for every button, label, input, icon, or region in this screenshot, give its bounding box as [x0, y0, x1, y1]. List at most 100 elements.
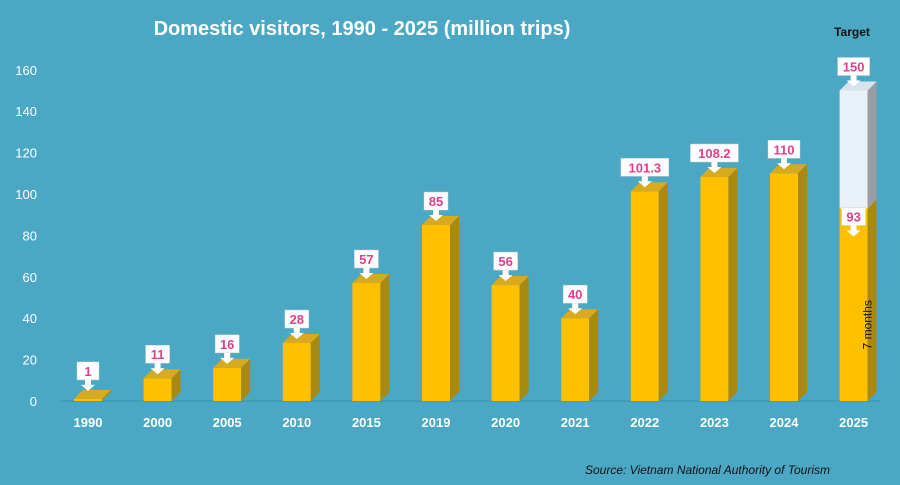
- bar-2022-top: [630, 182, 668, 192]
- x-tick-label: 2022: [630, 415, 659, 430]
- data-label: 93: [841, 207, 866, 237]
- data-label-text: 110: [774, 142, 795, 157]
- bar-2015-top: [352, 274, 390, 284]
- data-label-arrow: [220, 352, 235, 364]
- x-tick-label: 2025: [839, 415, 868, 430]
- data-label-text: 101.3: [629, 160, 662, 175]
- data-label-arrow: [637, 176, 652, 188]
- chart-title: Domestic visitors, 1990 - 2025 (million …: [154, 18, 571, 40]
- x-tick-label: 2005: [213, 415, 242, 430]
- bar-2022-side: [658, 182, 668, 401]
- data-label: 1: [76, 361, 100, 391]
- bar-2010: [282, 334, 320, 401]
- bar-2024-top: [770, 164, 807, 174]
- y-tick-label: 0: [30, 394, 37, 409]
- bar-2010-front: [282, 343, 311, 401]
- source-note: Source: Vietnam National Authority of To…: [585, 463, 830, 477]
- bar-2022: [630, 182, 668, 401]
- bar-2015: [352, 274, 390, 401]
- y-tick-label: 100: [15, 187, 37, 202]
- target-bar-front: [839, 90, 868, 209]
- bar-2021: [561, 309, 599, 401]
- data-label-arrow: [707, 162, 722, 174]
- data-label-arrow: [568, 303, 583, 315]
- target-bar-top: [839, 81, 877, 91]
- data-label: 16: [214, 334, 240, 364]
- bar-2010-top: [282, 334, 320, 344]
- y-tick-label: 120: [15, 146, 37, 161]
- bar-2023-front: [700, 177, 729, 401]
- bar-2005: [213, 358, 251, 401]
- data-label-arrow: [846, 225, 861, 237]
- bar-2019-top: [422, 216, 459, 226]
- bar-2000-top: [143, 369, 181, 379]
- bar-2000-front: [143, 378, 172, 401]
- data-label: 85: [423, 191, 449, 222]
- data-label: 28: [284, 309, 310, 340]
- data-label-arrow: [498, 270, 513, 282]
- bar-2025-front: [839, 208, 868, 401]
- bar-2019-front: [422, 225, 450, 401]
- bar-2024-front: [770, 173, 798, 401]
- x-tick-label: 2000: [143, 415, 172, 430]
- bar-2005-top: [213, 358, 251, 368]
- bar-2015-front: [352, 283, 381, 401]
- bar-2023-side: [728, 168, 738, 401]
- bar-2025-side: [867, 199, 877, 401]
- data-label-text: 93: [846, 209, 860, 224]
- data-label-arrow: [846, 75, 861, 87]
- target-header: Target: [834, 25, 870, 39]
- y-tick-label: 20: [23, 353, 37, 368]
- bar-2000-side: [171, 369, 181, 401]
- data-label: 108.2: [690, 143, 739, 174]
- data-label: 57: [354, 249, 379, 280]
- bar-2019: [422, 216, 459, 401]
- y-tick-label: 140: [15, 104, 37, 119]
- data-label-arrow: [81, 379, 95, 391]
- y-tick-label: 40: [23, 311, 37, 326]
- data-label-text: 1: [84, 364, 91, 379]
- data-label: 110: [767, 140, 801, 170]
- x-tick-label: 2010: [282, 415, 311, 430]
- x-tick-label: 2020: [491, 415, 520, 430]
- target-bar-side: [867, 81, 877, 209]
- y-tick-label: 60: [23, 270, 37, 285]
- annotation-7-months: 7 months: [861, 300, 875, 349]
- bar-2010-side: [310, 334, 320, 401]
- x-tick-label: 2024: [770, 415, 800, 430]
- bar-1990-front: [74, 398, 102, 401]
- x-axis: 1990 2000 2005 2010 2015 2019 2020 2021 2022 2023…: [74, 415, 869, 430]
- bar-2020-top: [491, 276, 529, 286]
- data-label-arrow: [777, 158, 791, 170]
- bar-2020-side: [519, 276, 529, 401]
- bar-2005-front: [213, 367, 242, 401]
- data-label-text: 57: [359, 252, 373, 267]
- bar-2005-side: [241, 358, 251, 401]
- bar-2015-side: [380, 274, 390, 401]
- bar-2020: [491, 276, 529, 401]
- data-label-text: 11: [151, 347, 165, 362]
- bar-2023-top: [700, 168, 738, 178]
- data-label-text: 150: [843, 60, 865, 75]
- bar-2019-side: [450, 216, 459, 401]
- data-label-text: 108.2: [698, 146, 731, 161]
- x-tick-label: 1990: [74, 415, 103, 430]
- data-label-arrow: [289, 328, 304, 340]
- y-axis: 0 20 40 60 80 100 120 140 160: [15, 63, 880, 409]
- data-label-arrow: [359, 268, 374, 280]
- bar-2021-side: [589, 309, 599, 401]
- bar-2021-front: [561, 318, 590, 401]
- y-tick-label: 80: [23, 228, 37, 243]
- bar-2024-side: [798, 164, 807, 401]
- data-label: 101.3: [620, 158, 670, 188]
- bar-2021-top: [561, 309, 599, 319]
- bar-1990: [74, 389, 111, 401]
- data-label: 150: [837, 57, 870, 87]
- bar-2023: [700, 168, 738, 401]
- y-tick-label: 160: [15, 63, 37, 78]
- data-label: 56: [493, 251, 518, 282]
- bar-2024: [770, 164, 807, 401]
- target-bar: [839, 81, 877, 209]
